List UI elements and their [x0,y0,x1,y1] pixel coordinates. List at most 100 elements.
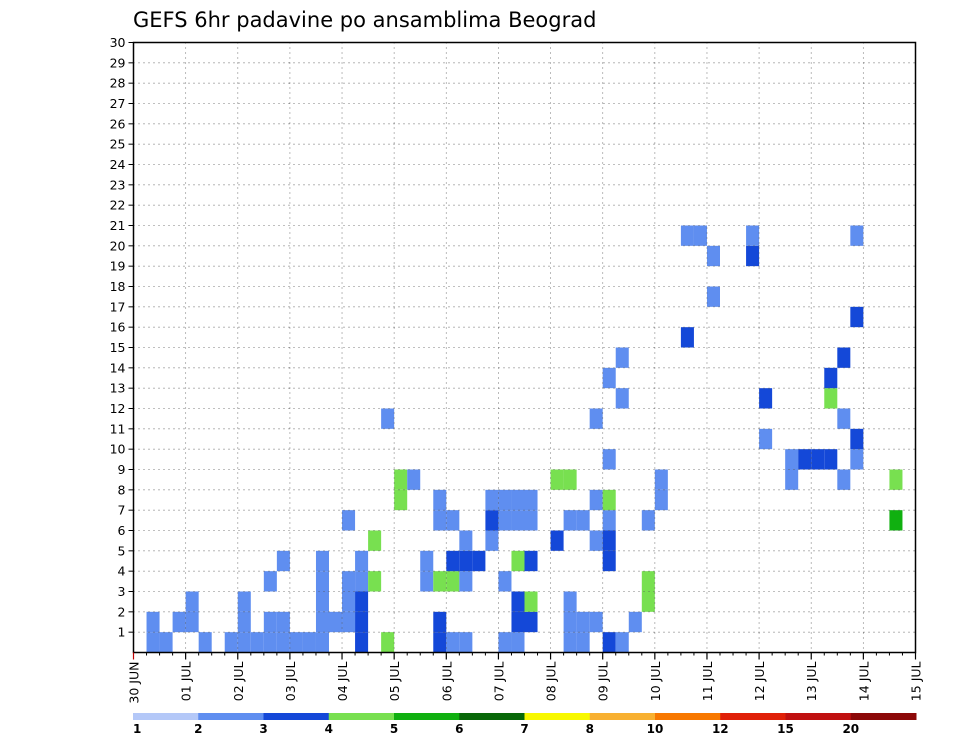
heatmap-cell [315,571,329,592]
y-tick-label: 18 [110,279,126,294]
heatmap-cell [524,591,538,612]
heatmap-cell [824,388,838,409]
x-tick-label: 12 JUL [752,661,767,701]
heatmap-cell [511,632,525,653]
heatmap-cell [315,591,329,612]
heatmap-cell [185,611,199,633]
heatmap-cell [459,571,473,592]
colorbar-swatch [133,713,199,720]
y-tick-label: 20 [110,238,126,253]
heatmap-cell [602,510,616,531]
heatmap-cell [602,489,616,511]
colorbar-label: 1 [133,722,141,736]
heatmap-cell [576,611,590,633]
x-tick-label: 14 JUL [856,661,871,701]
heatmap-cell [355,611,369,633]
heatmap-cell [446,550,460,572]
colorbar-swatch [655,713,721,720]
heatmap-cell [576,510,590,531]
x-tick-label: 11 JUL [700,661,715,701]
heatmap-cell [263,632,277,653]
heatmap-cell [589,489,603,511]
heatmap-cell [407,469,421,490]
heatmap-cell [615,388,629,409]
heatmap-cell [641,510,655,531]
heatmap-cell [511,489,525,511]
heatmap-cell [563,591,577,612]
heatmap-cell [498,510,512,531]
y-tick-label: 30 [110,35,126,50]
heatmap-cell [446,632,460,653]
colorbar-label: 5 [390,722,398,736]
x-tick-label: 04 JUL [335,661,350,701]
y-tick-label: 8 [118,482,126,497]
x-tick-label: 08 JUL [544,661,559,701]
colorbar-swatch [720,713,786,720]
heatmap-cell [498,632,512,653]
y-tick-label: 21 [110,218,126,233]
colorbar-swatch [394,713,460,720]
heatmap-cell [563,510,577,531]
colorbar-label: 4 [325,722,333,736]
heatmap-cell [746,225,760,246]
y-tick-label: 22 [110,198,126,213]
heatmap-cell [524,489,538,511]
heatmap-cell [563,632,577,653]
y-tick-label: 10 [110,442,126,457]
heatmap-cell [759,388,773,409]
heatmap-cell [250,632,264,653]
heatmap-cell [628,611,642,633]
heatmap-cell [615,632,629,653]
heatmap-cell [263,611,277,633]
heatmap-cell [550,530,564,551]
x-tick-label: 06 JUL [439,661,454,701]
heatmap-cell [498,571,512,592]
heatmap-cell [485,489,499,511]
y-tick-label: 6 [118,523,126,538]
heatmap-cell [824,449,838,470]
heatmap-cell [785,449,799,470]
heatmap-cell [237,632,251,653]
heatmap-cell [824,367,838,389]
heatmap-cell [381,632,395,653]
heatmap-cell [433,571,447,592]
heatmap-cell [446,571,460,592]
heatmap-cell [276,632,290,653]
heatmap-cell [355,591,369,612]
colorbar: 1 2 3 4 5 6 7 8 10 12 15 20 [133,713,917,736]
heatmap-cell [368,530,382,551]
heatmap-cell [355,571,369,592]
x-tick-label: 30 JUN [127,662,142,704]
heatmap-cell [433,489,447,511]
x-tick-label: 02 JUL [231,661,246,701]
y-tick-label: 2 [118,604,126,619]
heatmap-cell [524,510,538,531]
heatmap-cell [172,611,186,633]
colorbar-swatch [328,713,395,720]
y-tick-label: 4 [118,564,126,579]
y-tick-label: 13 [110,381,126,396]
heatmap-cell [459,550,473,572]
heatmap-cell [798,449,812,470]
y-tick-label: 24 [110,157,126,172]
heatmap-cell [394,469,408,490]
heatmap-cell [850,428,864,450]
heatmap-cell [654,469,668,490]
heatmap-cell [706,286,720,307]
heatmap-cell [850,225,864,246]
heatmap-cell [511,550,525,572]
heatmap-cell [746,245,760,267]
heatmap-cell [785,469,799,490]
heatmap-cell [511,510,525,531]
heatmap-cell [342,510,356,531]
y-tick-label: 29 [110,55,126,70]
x-tick-label: 07 JUL [491,661,506,701]
heatmap-cell [576,632,590,653]
heatmap-cells [146,225,903,653]
heatmap-cell [837,469,851,490]
y-tick-label: 19 [110,259,126,274]
y-tick-label: 26 [110,116,126,131]
heatmap-cell [837,408,851,429]
colorbar-label: 15 [777,722,794,736]
colorbar-swatch [459,713,525,720]
